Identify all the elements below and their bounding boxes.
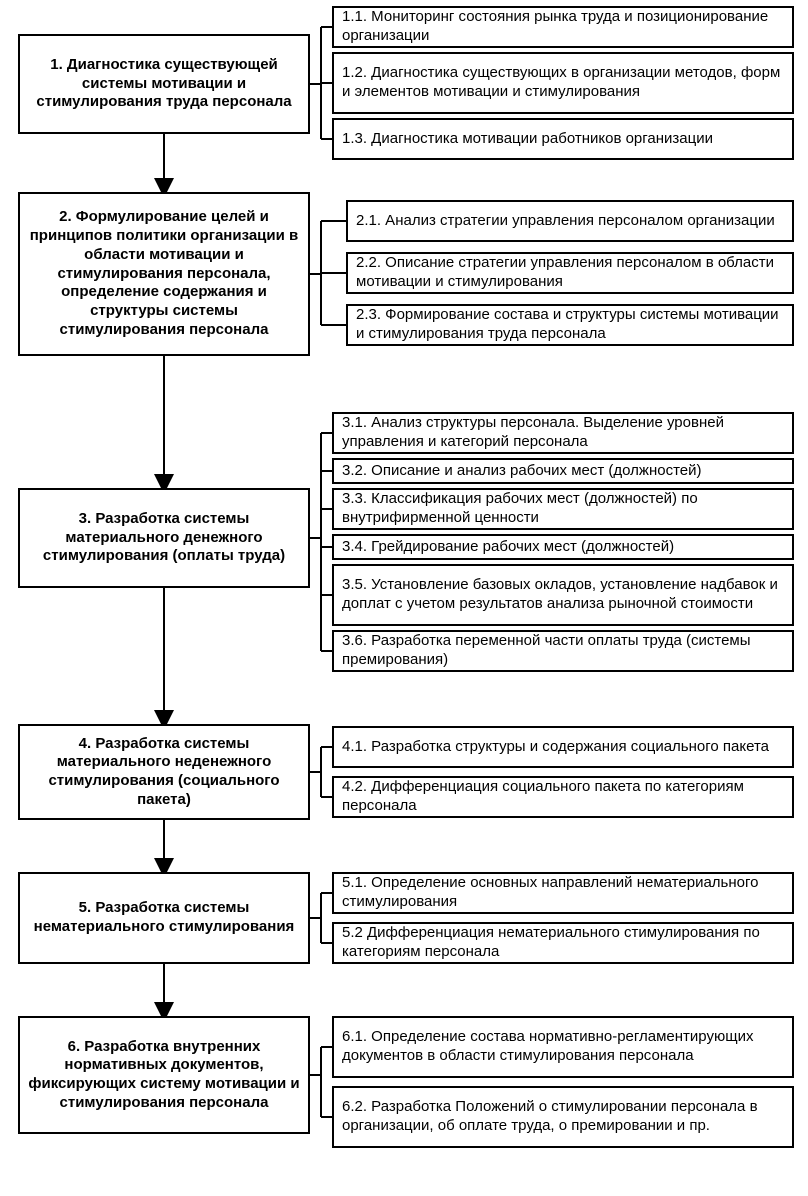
main-s1: 1. Диагностика существующей системы моти… bbox=[18, 34, 310, 134]
sub-s2_2: 2.2. Описание стратегии управления персо… bbox=[346, 252, 794, 294]
sub-s4_1: 4.1. Разработка структуры и содержания с… bbox=[332, 726, 794, 768]
sub-s3_6: 3.6. Разработка переменной части оплаты … bbox=[332, 630, 794, 672]
main-s2: 2. Формулирование целей и принципов поли… bbox=[18, 192, 310, 356]
sub-s6_2: 6.2. Разработка Положений о стимулирован… bbox=[332, 1086, 794, 1148]
sub-s3_3: 3.3. Классификация рабочих мест (должнос… bbox=[332, 488, 794, 530]
sub-s6_1: 6.1. Определение состава нормативно-регл… bbox=[332, 1016, 794, 1078]
main-s5: 5. Разработка системы нематериального ст… bbox=[18, 872, 310, 964]
sub-s3_1: 3.1. Анализ структуры персонала. Выделен… bbox=[332, 412, 794, 454]
sub-s4_2: 4.2. Дифференциация социального пакета п… bbox=[332, 776, 794, 818]
main-s6: 6. Разработка внутренних нормативных док… bbox=[18, 1016, 310, 1134]
sub-s2_1: 2.1. Анализ стратегии управления персона… bbox=[346, 200, 794, 242]
sub-s1_2: 1.2. Диагностика существующих в организа… bbox=[332, 52, 794, 114]
sub-s5_1: 5.1. Определение основных направлений не… bbox=[332, 872, 794, 914]
sub-s2_3: 2.3. Формирование состава и структуры си… bbox=[346, 304, 794, 346]
flowchart-canvas: 1. Диагностика существующей системы моти… bbox=[0, 0, 808, 1196]
sub-s1_3: 1.3. Диагностика мотивации работников ор… bbox=[332, 118, 794, 160]
sub-s1_1: 1.1. Мониторинг состояния рынка труда и … bbox=[332, 6, 794, 48]
main-s4: 4. Разработка системы материального неде… bbox=[18, 724, 310, 820]
sub-s5_2: 5.2 Дифференциация нематериального стиму… bbox=[332, 922, 794, 964]
sub-s3_2: 3.2. Описание и анализ рабочих мест (дол… bbox=[332, 458, 794, 484]
sub-s3_4: 3.4. Грейдирование рабочих мест (должнос… bbox=[332, 534, 794, 560]
sub-s3_5: 3.5. Установление базовых окладов, устан… bbox=[332, 564, 794, 626]
main-s3: 3. Разработка системы материального дене… bbox=[18, 488, 310, 588]
